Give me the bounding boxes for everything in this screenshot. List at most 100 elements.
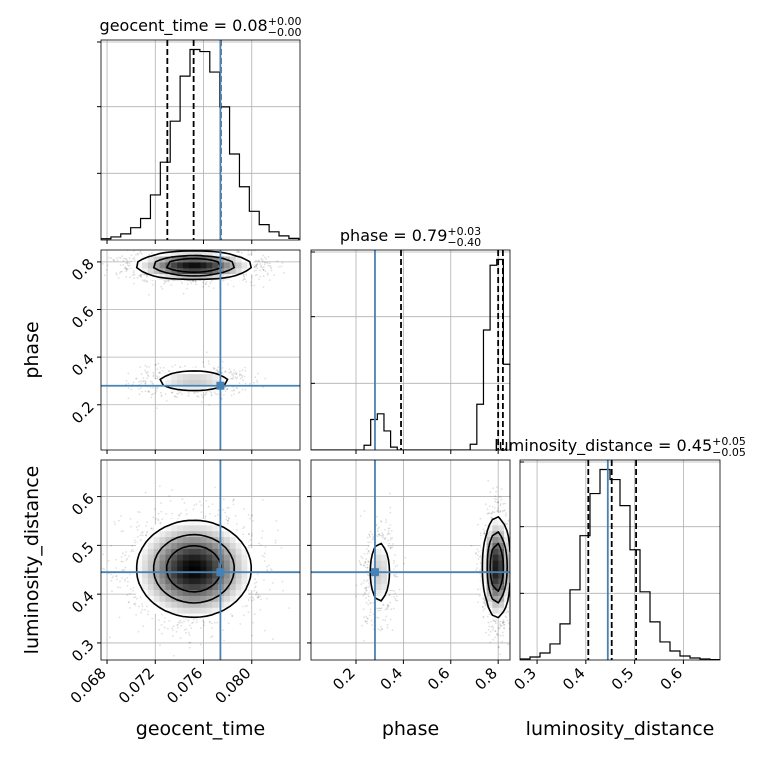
sample-point [126,264,129,267]
sample-point [118,256,120,259]
sample-point [145,274,148,277]
sample-point [262,275,265,278]
sample-point [129,588,132,590]
sample-point [152,516,155,519]
sample-point [237,250,239,253]
sample-point [161,288,164,290]
sample-point [255,265,258,268]
density-cell [200,250,207,257]
hist-luminosity_distance-xtick-label: 0.6 [657,664,687,694]
sample-point [127,262,129,264]
sample-point [210,636,213,639]
density-cell [171,379,178,386]
sample-point [235,386,238,389]
density-cell [229,379,237,386]
sample-point [216,621,219,624]
hist-luminosity_distance-xtick-label: 0.4 [559,664,589,694]
sample-point [144,390,147,393]
histogram-geocent_time [101,48,300,240]
sample-point [152,375,155,378]
sample-point [151,380,153,383]
sample-point [135,377,138,380]
sample-point [186,287,188,290]
sample-point [224,511,227,514]
sample-point [124,580,127,582]
density-cell [188,379,196,386]
sample-point [257,260,260,262]
sample-point [269,265,272,267]
sample-point [171,512,174,515]
sample-point [125,267,128,270]
sample-point [114,523,117,526]
sample-point [214,486,216,489]
sample-point [216,393,219,396]
density-cell [182,273,190,280]
sample-point [147,371,149,373]
sample-point [115,257,118,260]
sample-point [204,517,207,520]
panel-phase-ytick-label: 0.8 [68,255,98,285]
sample-point [227,247,229,249]
sample-point [155,389,158,392]
sample-point [266,597,268,600]
sample-point [233,245,235,247]
sample-point [270,269,273,272]
sample-point [260,264,263,267]
sample-point [256,379,258,382]
sample-point [125,262,128,265]
sample-point [222,280,224,282]
title-minus: −0.40 [447,236,481,249]
sample-point [264,270,267,273]
sample-point [181,282,184,284]
sample-point [159,248,161,250]
title-plus: +0.05 [712,435,746,448]
sample-point [243,614,245,617]
sample-point [154,363,157,366]
sample-point [232,376,235,379]
sample-point [176,396,178,398]
sample-point [140,611,143,614]
sample-point [144,383,147,385]
sample-point [160,624,163,626]
sample-point [205,391,207,394]
sample-point [259,269,261,272]
sample-point [231,377,233,380]
sample-point [168,370,171,373]
sample-point [253,613,256,616]
sample-point [256,273,258,276]
density-cell [142,255,149,263]
sample-point [133,248,135,250]
sample-point [255,264,257,267]
sample-point [151,382,154,385]
sample-point [253,284,256,287]
sample-point [201,396,204,398]
sample-point [151,242,153,244]
sample-point [160,395,163,398]
sample-point [103,274,106,277]
sample-point [240,251,243,254]
sample-point [235,377,238,380]
sample-point [214,247,216,249]
sample-point [152,386,154,389]
sample-point [255,581,258,584]
sample-point [146,531,149,534]
sample-point [112,259,115,261]
sample-point [110,573,112,576]
sample-point [212,366,215,369]
sample-point [238,391,241,393]
sample-point [246,604,248,607]
sample-point [262,286,265,288]
sample-point [148,366,151,368]
sample-point [239,370,241,373]
sample-point [139,273,142,276]
sample-point [129,276,131,279]
sample-point [146,280,149,283]
density-cell [153,261,161,269]
sample-point [199,247,201,249]
sample-point [111,590,113,593]
density-cell [188,267,196,275]
sample-point [159,367,162,369]
sample-point [237,251,240,253]
sample-point [245,274,248,276]
sample-point [146,605,148,608]
